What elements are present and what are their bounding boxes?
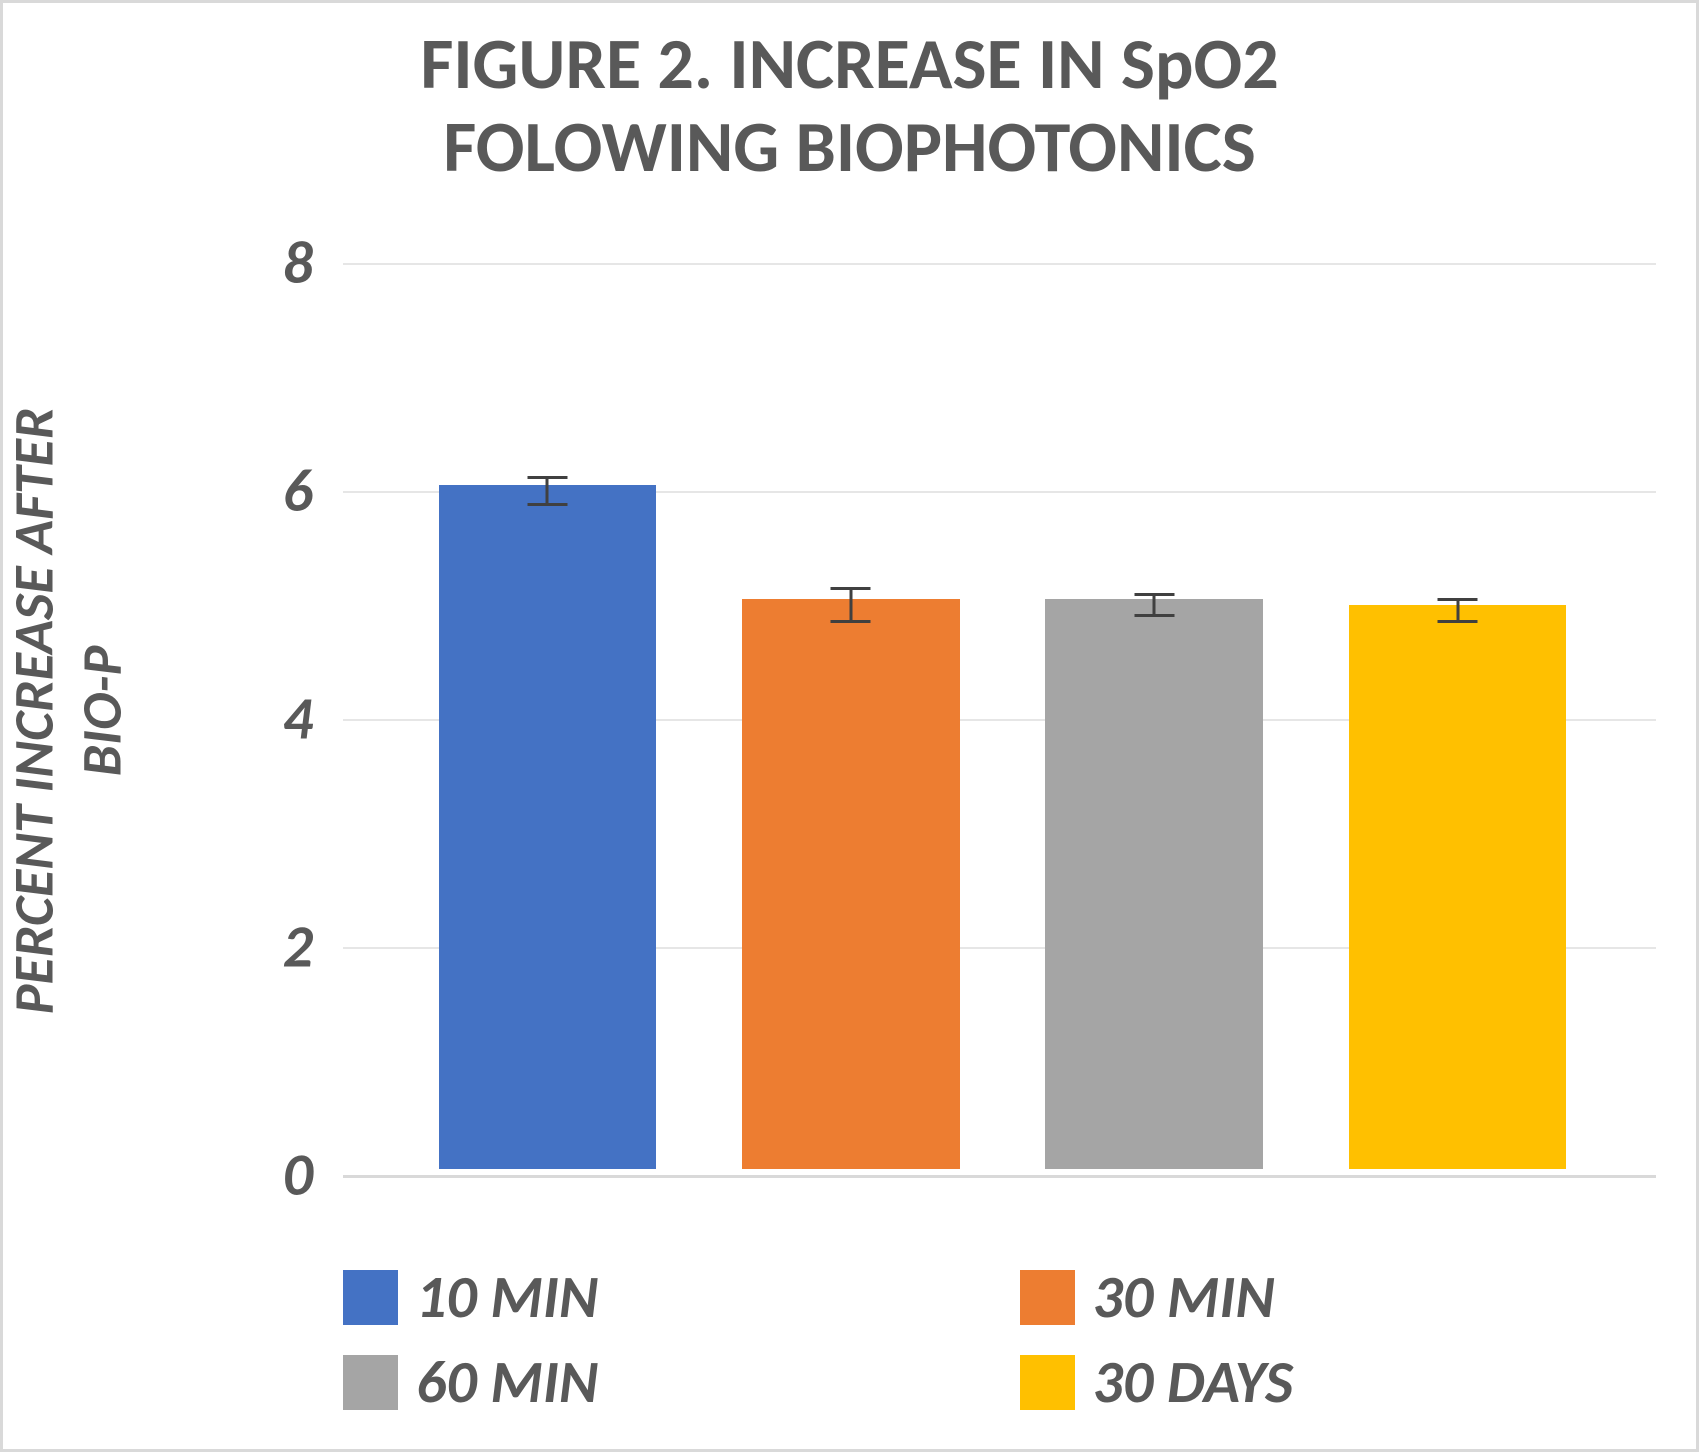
bar — [439, 485, 657, 1169]
ylabel-line-1: PERCENT INCREASE AFTER — [0, 408, 68, 1015]
title-line-1: FIGURE 2. INCREASE IN SpO2 — [3, 23, 1696, 106]
legend-swatch — [1020, 1355, 1075, 1410]
y-axis-label-wrap: PERCENT INCREASE AFTER BIO-P — [18, 253, 118, 1169]
error-bar-cap — [831, 587, 871, 590]
legend-label: 10 MIN — [416, 1261, 598, 1334]
y-tick-label: 0 — [213, 1139, 313, 1212]
legend-swatch — [343, 1355, 398, 1410]
legend-item: 30 DAYS — [1020, 1346, 1657, 1419]
y-tick-label: 6 — [213, 455, 313, 528]
legend-item: 10 MIN — [343, 1261, 980, 1334]
legend-swatch — [343, 1270, 398, 1325]
bar — [1349, 605, 1567, 1169]
error-bar-cap — [831, 620, 871, 623]
chart-container: FIGURE 2. INCREASE IN SpO2 FOLOWING BIOP… — [0, 0, 1699, 1452]
bars-group — [343, 263, 1656, 1169]
error-bar — [1153, 594, 1156, 617]
y-tick-label: 4 — [213, 683, 313, 756]
y-axis-label: PERCENT INCREASE AFTER BIO-P — [0, 408, 136, 1015]
gridline — [343, 1175, 1656, 1178]
error-bar — [1456, 599, 1459, 622]
error-bar-cap — [1134, 614, 1174, 617]
y-tick-label: 8 — [213, 227, 313, 300]
legend-item: 30 MIN — [1020, 1261, 1657, 1334]
legend-label: 30 MIN — [1093, 1261, 1275, 1334]
ylabel-line-2: BIO-P — [68, 408, 136, 1015]
legend-label: 30 DAYS — [1093, 1346, 1294, 1419]
plot-area — [343, 263, 1656, 1169]
error-bar — [849, 588, 852, 622]
error-bar-cap — [527, 503, 567, 506]
chart-title: FIGURE 2. INCREASE IN SpO2 FOLOWING BIOP… — [3, 23, 1696, 189]
y-tick-label: 2 — [213, 911, 313, 984]
error-bar-cap — [1438, 620, 1478, 623]
error-bar-cap — [1438, 598, 1478, 601]
legend-label: 60 MIN — [416, 1346, 598, 1419]
legend: 10 MIN 30 MIN 60 MIN 30 DAYS — [343, 1261, 1656, 1419]
bar — [742, 599, 960, 1169]
legend-item: 60 MIN — [343, 1346, 980, 1419]
legend-swatch — [1020, 1270, 1075, 1325]
bar — [1045, 599, 1263, 1169]
error-bar-cap — [1134, 593, 1174, 596]
error-bar — [546, 477, 549, 504]
error-bar-cap — [527, 476, 567, 479]
title-line-2: FOLOWING BIOPHOTONICS — [3, 106, 1696, 189]
